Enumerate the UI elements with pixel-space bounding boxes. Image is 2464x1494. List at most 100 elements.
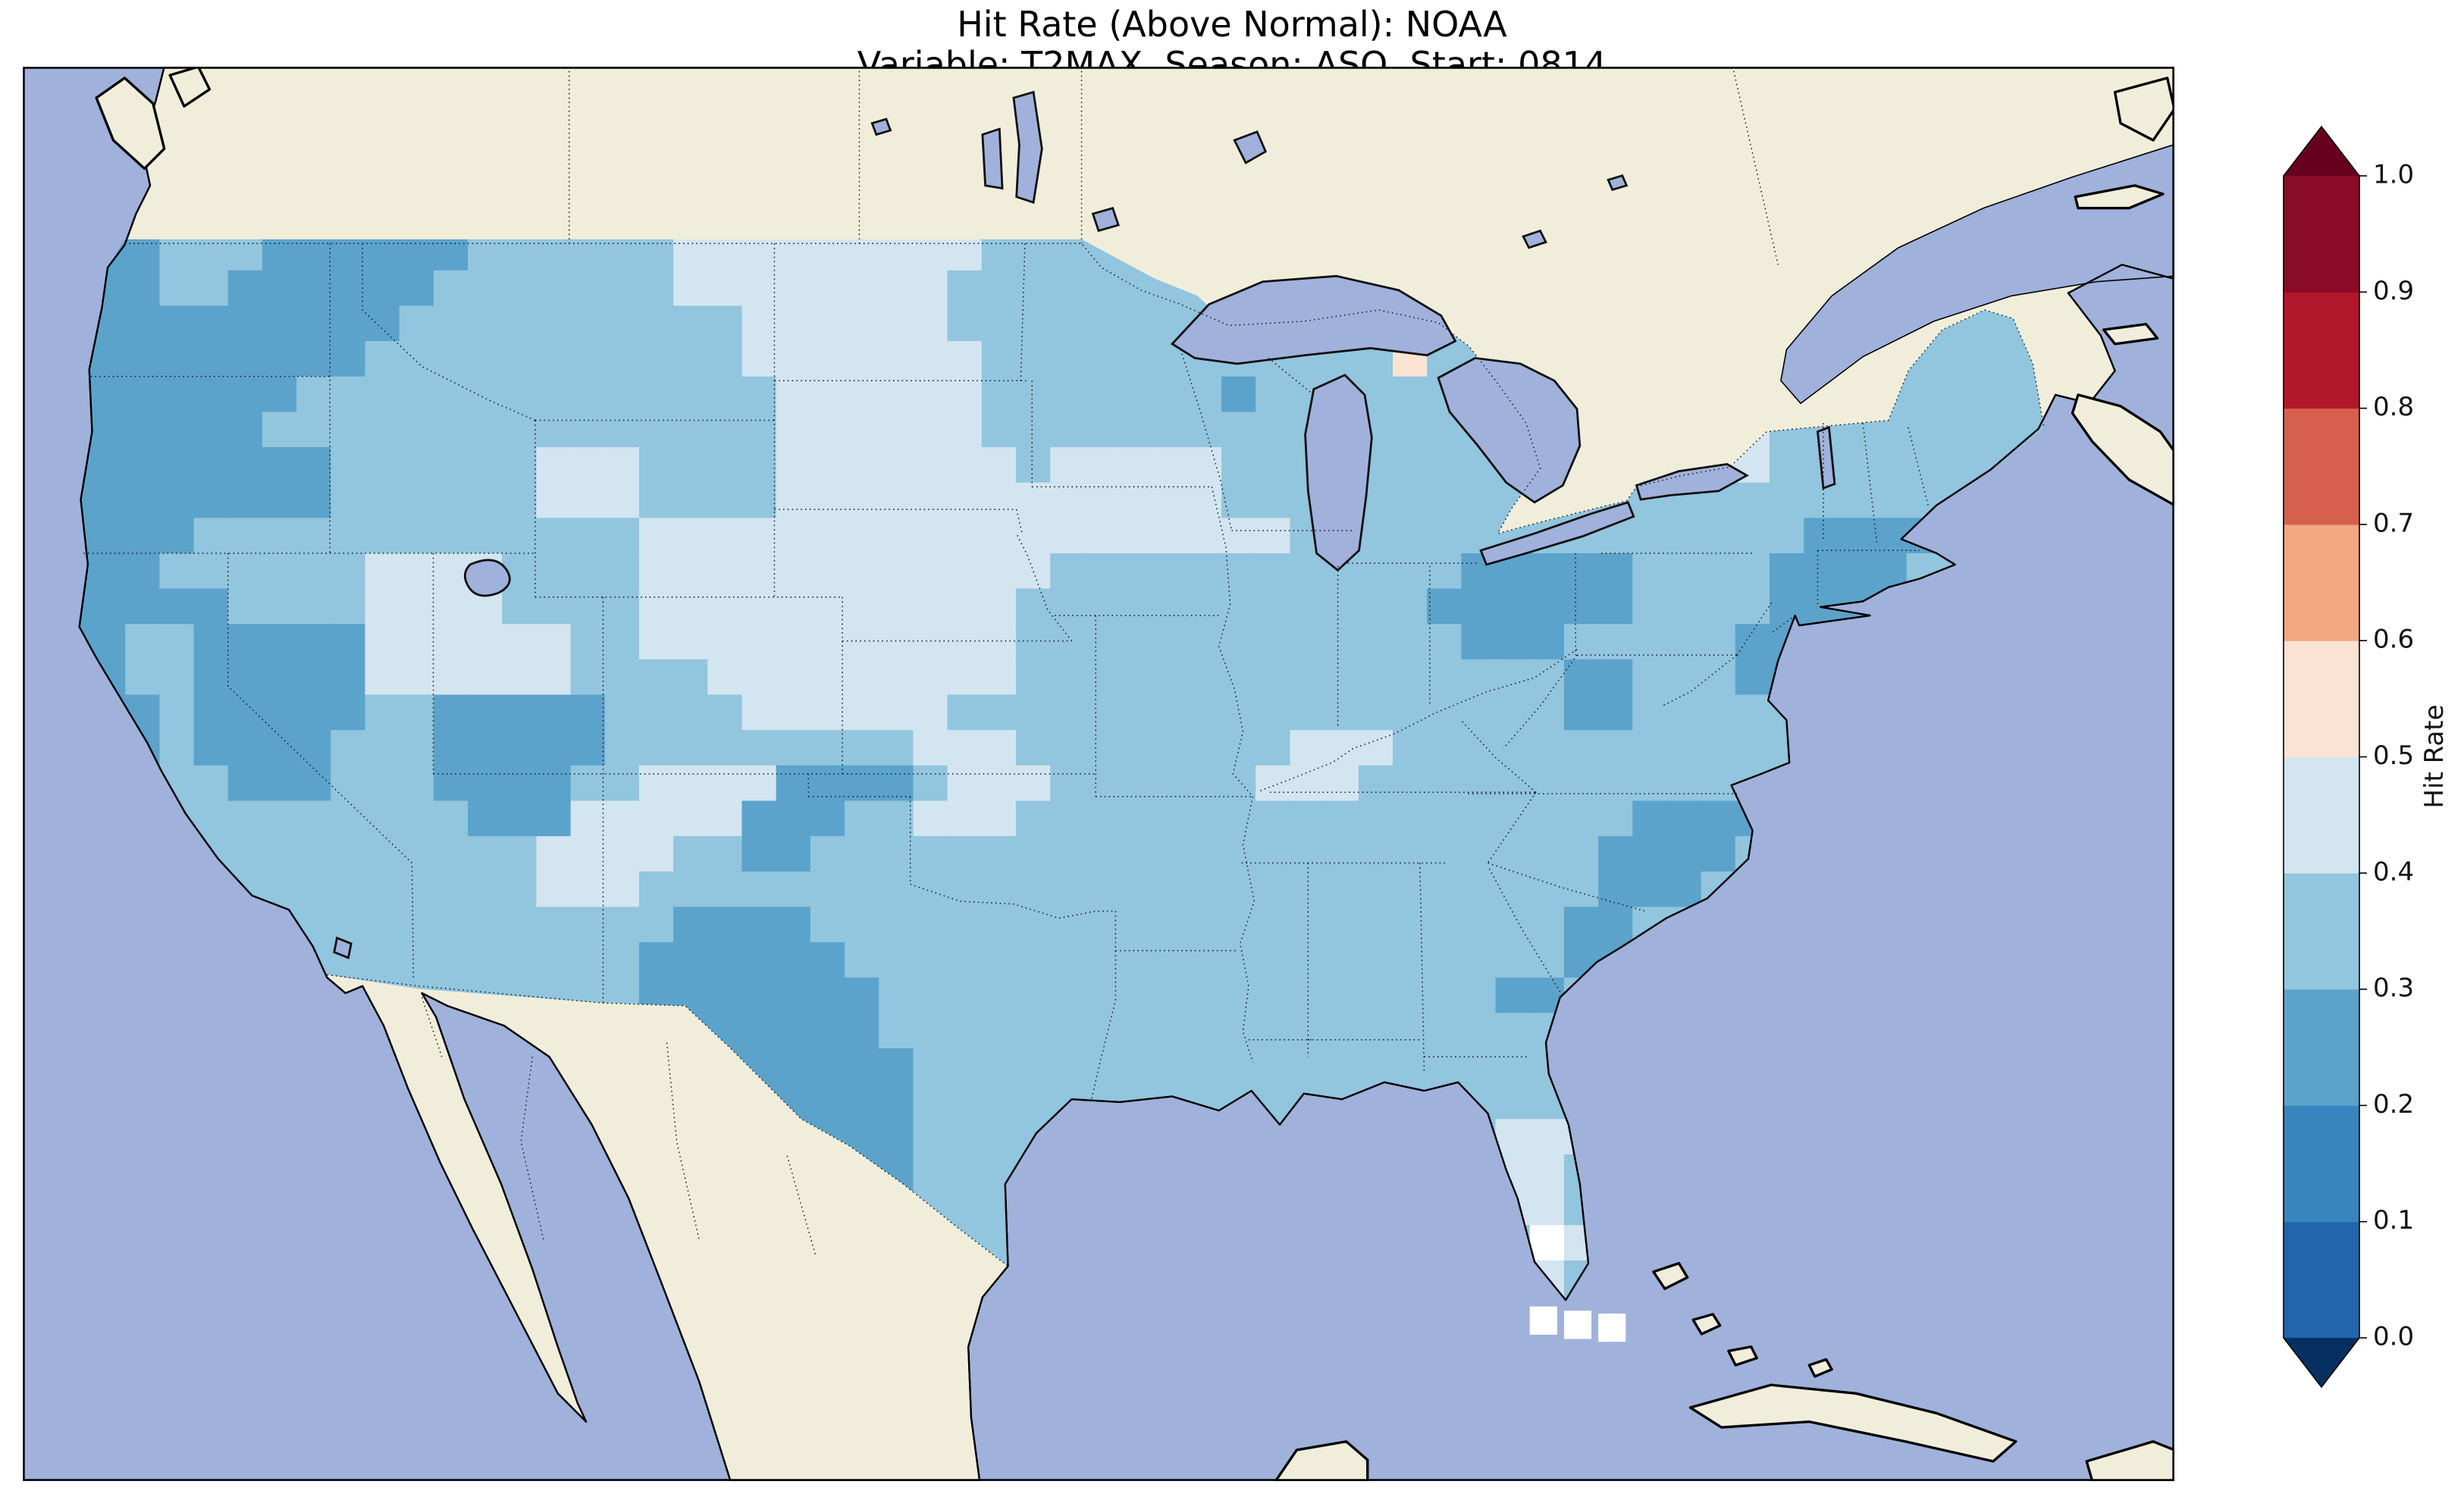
grid-cell [159,239,195,271]
grid-cell [570,305,606,342]
grid-cell [810,518,845,554]
grid-cell [1118,694,1154,731]
grid-cell [1632,836,1668,872]
grid-cell [1701,836,1736,872]
state-borders-plains [774,243,1252,1099]
grid-cell [365,800,400,837]
grid-cell [536,341,572,377]
grid-cell [159,270,195,307]
grid-cell [1358,553,1393,590]
grid-cell [433,907,469,943]
grid-cell [913,836,948,872]
grid-cell [1358,977,1393,1014]
grid-cell [673,765,708,802]
grid-cell [1701,659,1736,696]
grid-cell [1358,588,1393,625]
grid-cell [159,588,195,625]
grid-cell [879,659,914,696]
grid-cell [1632,553,1668,590]
grid-cell [1084,765,1120,802]
salton-sea [333,936,353,960]
grid-cell [1598,836,1633,872]
lake-superior [1170,274,1457,365]
grid-cell [810,907,845,943]
grid-cell [845,624,879,660]
grid-cell [638,270,674,307]
grid-cell [1427,1013,1462,1049]
colorbar-tick-label: 0.2 [2373,1089,2414,1120]
grid-cell [1187,871,1222,908]
grid-cell [741,482,777,518]
grid-cell [1735,624,1770,660]
grid-cell [468,907,503,943]
grid-cell [913,1083,948,1120]
grid-cell [741,239,777,271]
grid-cell [1187,446,1222,484]
grid-cell [125,553,161,590]
grid-cell [1358,659,1393,696]
grid-cell [776,907,811,943]
grid-cell [845,836,879,872]
grid-cell [570,836,606,872]
grid-cell [604,482,640,518]
grid-cell [159,730,195,766]
grid-cell [227,305,263,342]
grid-cell [262,341,297,377]
grid-cell [604,730,640,766]
colorbar-bin [2284,292,2359,409]
grid-cell [331,624,366,660]
grid-cell [159,412,195,448]
grid-cell [1221,376,1256,412]
grid-cell [227,446,263,484]
grid-cell [1529,907,1565,943]
grid-cell [776,1048,811,1085]
grid-cell [604,553,640,590]
grid-cell [1598,871,1633,908]
grid-cell [296,730,331,766]
grid-cell [262,482,297,518]
grid-cell [1495,765,1531,802]
grid-cell [1392,907,1428,943]
grid-cell [1118,270,1154,307]
colorbar-bin [2284,176,2359,293]
grid-cell [331,518,366,554]
grid-cell [947,412,983,448]
grid-cell [638,518,674,554]
grid-cell [1324,871,1359,908]
grid-cell [536,871,572,908]
grid-cell [90,341,126,377]
grid-cell [365,871,400,908]
grid-cell [1084,694,1120,731]
lake-ontario [1635,462,1749,501]
grid-cell [776,730,811,766]
grid-cell [845,977,879,1014]
grid-cell [604,305,640,342]
grid-cell [810,624,845,660]
grid-cell [1563,907,1599,943]
grid-cell [468,730,503,766]
grid-cell [913,305,948,342]
grid-cell [1015,376,1051,412]
grid-cell [981,624,1017,660]
grid-cell [913,270,948,307]
grid-cell [947,694,983,731]
grid-cell [947,1119,983,1155]
grid-cell [1358,871,1393,908]
grid-cell [296,446,331,484]
grid-cell [1666,553,1702,590]
grid-cell [1221,765,1256,802]
grid-cell [296,800,331,837]
grid-cell [638,694,674,731]
grid-cell [1152,553,1188,590]
grid-cell [296,553,331,590]
grid-cell [776,270,811,307]
grid-cell [776,871,811,908]
grid-cell [1358,624,1393,660]
grid-cell [468,624,503,660]
grid-cell [536,588,572,625]
grid-cell [810,305,845,342]
grid-cell [1118,730,1154,766]
grid-cell [570,765,606,802]
grid-cell [1666,836,1702,872]
state-borders-west [83,243,842,1004]
